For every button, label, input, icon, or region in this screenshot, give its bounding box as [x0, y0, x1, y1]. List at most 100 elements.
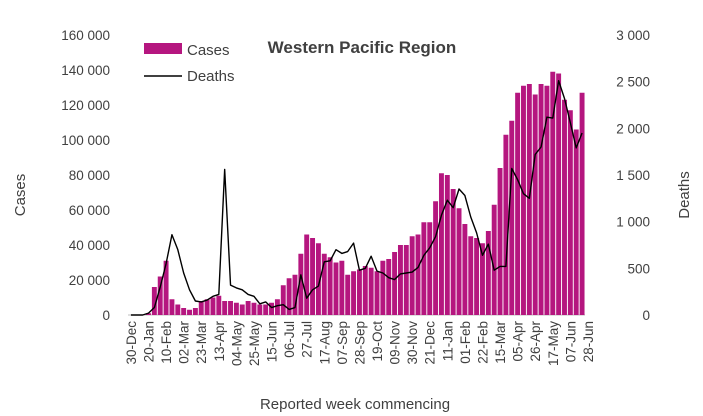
cases-bar — [169, 299, 175, 315]
chart-title: Western Pacific Region — [268, 38, 457, 57]
cases-bar — [409, 236, 415, 315]
cases-bar — [280, 285, 286, 315]
cases-bar — [579, 92, 585, 315]
x-tick-label: 10-Feb — [159, 321, 174, 364]
cases-bar — [310, 238, 316, 315]
x-tick-label: 07-Jun — [563, 321, 578, 362]
y-tick-left-label: 40 000 — [69, 238, 110, 253]
x-tick-label: 21-Dec — [423, 321, 438, 365]
cases-bar — [339, 260, 345, 315]
cases-bar — [521, 85, 526, 315]
cases-bar — [198, 301, 204, 315]
deaths-line-group — [130, 80, 583, 316]
cases-bar — [503, 134, 509, 315]
cases-bar — [515, 92, 521, 315]
y-axis-left-title: Cases — [12, 174, 29, 217]
y-tick-left-label: 80 000 — [69, 168, 110, 183]
cases-bar — [251, 302, 257, 315]
cases-bar — [567, 110, 573, 315]
x-tick-label: 11-Jan — [440, 321, 455, 361]
cases-bar — [450, 189, 456, 315]
cases-bar — [397, 245, 403, 315]
x-tick-label: 27-Jul — [300, 321, 315, 358]
cases-bar — [204, 299, 210, 315]
cases-bar — [345, 274, 351, 315]
x-tick-label: 23-Mar — [194, 321, 209, 364]
right-y-ticks: 0 500 1 000 1 500 2 000 2 500 3 000 — [616, 28, 650, 323]
cases-bar — [526, 84, 532, 315]
cases-bar — [485, 231, 491, 315]
cases-bar — [480, 243, 485, 315]
cases-bar — [544, 85, 550, 315]
cases-bar — [151, 287, 157, 315]
cases-bar — [192, 308, 198, 315]
y-tick-right-label: 1 000 — [616, 215, 650, 230]
cases-bar — [456, 208, 462, 315]
cases-bar — [356, 269, 362, 315]
cases-bar — [146, 313, 151, 315]
y-tick-right-label: 0 — [642, 308, 650, 323]
x-tick-label: 02-Mar — [177, 321, 192, 364]
x-ticks: 30-Dec 20-Jan 10-Feb 02-Mar 23-Mar 13-Apr 04-M… — [124, 321, 596, 367]
cases-bar — [292, 274, 298, 315]
cases-bar — [462, 224, 468, 315]
legend-cases-label: Cases — [187, 42, 230, 59]
y-tick-left-label: 120 000 — [61, 98, 110, 113]
cases-bar — [304, 234, 310, 315]
legend-cases-swatch — [144, 43, 182, 54]
cases-bar — [380, 260, 386, 315]
y-axis-right-title: Deaths — [676, 171, 693, 219]
cases-bar — [532, 94, 538, 315]
cases-bar — [233, 302, 239, 315]
cases-bar — [175, 304, 181, 315]
cases-bar — [362, 266, 368, 315]
x-tick-label: 09-Nov — [388, 321, 403, 365]
cases-bar — [327, 257, 333, 315]
cases-bar — [257, 304, 263, 315]
cases-bar — [269, 302, 274, 315]
cases-bar — [315, 243, 321, 315]
cases-bar — [181, 308, 187, 315]
y-tick-left-label: 100 000 — [61, 133, 110, 148]
x-tick-label: 28-Sep — [352, 321, 367, 365]
cases-bar — [427, 222, 433, 315]
cases-bar — [438, 173, 444, 315]
x-axis-title: Reported week commencing — [260, 396, 450, 413]
cases-bar — [421, 222, 427, 315]
cases-bar — [239, 304, 245, 315]
x-tick-label: 19-Oct — [370, 321, 385, 362]
legend-deaths-label: Deaths — [187, 68, 235, 85]
x-tick-label: 15-Jun — [265, 321, 280, 362]
cases-bar — [368, 267, 374, 315]
y-tick-right-label: 3 000 — [616, 28, 650, 43]
cases-bar — [497, 168, 503, 315]
y-tick-left-label: 0 — [102, 308, 110, 323]
cases-bar — [415, 234, 421, 315]
x-tick-label: 04-May — [229, 321, 244, 366]
cases-bar — [216, 295, 222, 315]
cases-bar — [468, 236, 474, 315]
legend: Cases Deaths — [144, 42, 235, 85]
x-tick-label: 25-May — [247, 321, 262, 366]
cases-bar — [573, 129, 579, 315]
cases-bar — [274, 299, 280, 315]
x-tick-label: 30-Nov — [405, 321, 420, 365]
cases-bar — [286, 278, 292, 315]
cases-bar — [321, 253, 327, 315]
cases-bar — [444, 175, 450, 315]
x-tick-label: 06-Jul — [282, 321, 297, 358]
x-tick-label: 22-Feb — [475, 321, 490, 364]
x-tick-label: 20-Jan — [142, 321, 157, 362]
x-tick-label: 30-Dec — [124, 321, 139, 365]
cases-bar — [351, 271, 357, 315]
cases-bar — [333, 262, 339, 315]
cases-bar — [392, 252, 398, 315]
cases-bar — [538, 84, 544, 315]
cases-bar — [263, 304, 269, 315]
left-y-ticks: 0 20 000 40 000 60 000 80 000 100 000 120 000 1… — [61, 28, 110, 323]
x-tick-label: 07-Sep — [335, 321, 350, 365]
cases-bar — [187, 309, 192, 315]
y-tick-left-label: 160 000 — [61, 28, 110, 43]
y-tick-left-label: 20 000 — [69, 273, 110, 288]
